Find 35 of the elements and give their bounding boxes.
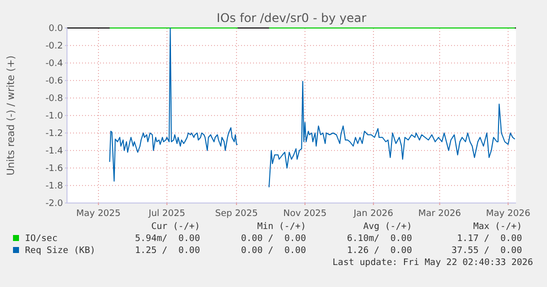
y-tick-label: -1.0 bbox=[45, 112, 64, 122]
text: 0.00 / 0.00 bbox=[240, 246, 306, 256]
legend-label: IO/sec bbox=[25, 234, 58, 244]
text: Cur (-/+) bbox=[151, 222, 200, 232]
text: 1.17 / 0.00 bbox=[456, 234, 522, 244]
legend-label: Req Size (KB) bbox=[25, 246, 96, 256]
x-tick-label: Sep 2025 bbox=[215, 209, 258, 219]
y-tick-label: -2.0 bbox=[45, 199, 64, 210]
text: 1.25 / 0.00 bbox=[134, 246, 200, 256]
text: 5.94m/ 0.00 bbox=[134, 234, 200, 244]
text: Last update: Fri May 22 02:40:33 2026 bbox=[332, 258, 533, 268]
y-tick-label: -0.6 bbox=[45, 76, 64, 87]
x-tick-label: Jan 2026 bbox=[352, 209, 394, 219]
y-axis-title: Units read (-) / write (+) bbox=[6, 55, 17, 176]
x-tick-label: Nov 2025 bbox=[283, 209, 327, 219]
y-tick-label: 0.0 bbox=[48, 24, 64, 34]
text: 6.10m/ 0.00 bbox=[346, 234, 412, 244]
text: Avg (-/+) bbox=[363, 222, 412, 232]
text: Max (-/+) bbox=[473, 222, 522, 232]
chart-title: IOs for /dev/sr0 - by year bbox=[216, 11, 366, 25]
text: Min (-/+) bbox=[257, 222, 306, 232]
text: 1.26 / 0.00 bbox=[346, 246, 412, 256]
x-tick-label: May 2025 bbox=[76, 209, 121, 219]
y-tick-label: -1.4 bbox=[45, 146, 64, 157]
x-tick-label: Jul 2025 bbox=[148, 209, 186, 219]
x-tick-label: Mar 2026 bbox=[418, 209, 462, 219]
y-tick-label: -0.4 bbox=[45, 59, 64, 70]
y-tick-label: -0.8 bbox=[45, 94, 64, 104]
x-tick-label: May 2026 bbox=[486, 209, 531, 219]
text: 37.55 / 0.00 bbox=[452, 246, 522, 256]
y-tick-label: -1.2 bbox=[45, 129, 63, 140]
y-tick-label: -0.2 bbox=[45, 42, 63, 52]
y-tick-label: -1.8 bbox=[45, 182, 64, 192]
text: 0.00 / 0.00 bbox=[240, 234, 306, 244]
y-tick-label: -1.6 bbox=[45, 164, 64, 174]
